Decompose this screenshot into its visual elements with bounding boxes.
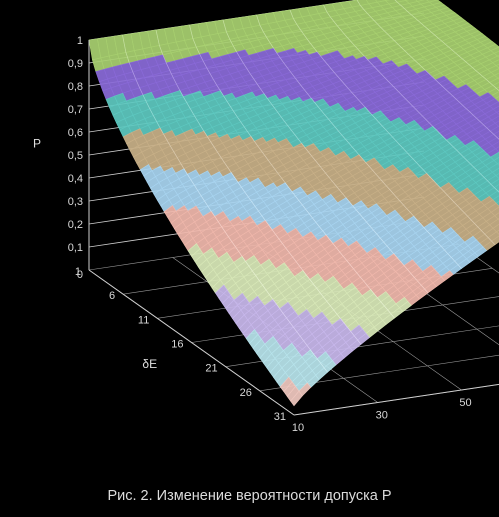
surface-line xyxy=(189,24,395,319)
axes xyxy=(88,40,499,416)
surface-line xyxy=(122,34,328,373)
x-tick-label: 6 xyxy=(109,290,115,302)
surface-line xyxy=(289,9,496,245)
x-axis-title: δE xyxy=(142,357,157,371)
z-tick-label: 0,2 xyxy=(68,219,83,231)
z-tick-label: 0,5 xyxy=(68,150,83,162)
z-tick-label: 0,6 xyxy=(68,127,83,139)
surface-line xyxy=(323,4,499,193)
x-tick-label: 1 xyxy=(75,266,81,278)
figure-caption: Рис. 2. Изменение вероятности допуска Р xyxy=(107,488,392,504)
y-tick-label: 10 xyxy=(292,422,304,434)
z-tick-label: 0,1 xyxy=(68,242,83,254)
surface-line xyxy=(256,14,462,269)
z-tick-label: 0,4 xyxy=(68,173,83,185)
surface-cell xyxy=(290,390,303,407)
x-tick-label: 31 xyxy=(274,411,286,423)
surface-line xyxy=(222,19,429,294)
surface-line xyxy=(155,29,362,345)
tick-labels: 0,10,20,30,40,50,60,70,80,91161116212631… xyxy=(33,35,472,434)
z-tick-label: 0,3 xyxy=(68,196,83,208)
surface xyxy=(88,0,499,407)
y-axis-line xyxy=(293,383,499,416)
y-tick-label: 30 xyxy=(376,410,388,422)
z-tick-label: 0 xyxy=(77,269,83,281)
chart-panel: 0,1 0,2 0,3 0,4 0,5 0,6 0,7 0,8 0,9 1 1 6 11 16 21 26 31… xyxy=(33,0,499,434)
z-tick-label: 0,7 xyxy=(68,104,83,116)
z-tick-label: 0,8 xyxy=(68,81,83,93)
x-tick-label: 26 xyxy=(240,387,252,399)
z-axis-title: P xyxy=(33,137,41,151)
surface-chart: 0,10,20,30,40,50,60,70,80,91161116212631… xyxy=(33,0,499,434)
x-tick-label: 21 xyxy=(205,363,217,375)
z-tick-label: 0,9 xyxy=(68,58,83,70)
y-tick-label: 50 xyxy=(459,397,471,409)
surface-line xyxy=(394,0,499,92)
x-tick-label: 11 xyxy=(138,314,149,326)
surface-line xyxy=(356,0,499,140)
x-tick-label: 16 xyxy=(171,339,183,351)
z-tick-label: 1 xyxy=(77,35,83,47)
x-axis-line xyxy=(88,269,295,416)
